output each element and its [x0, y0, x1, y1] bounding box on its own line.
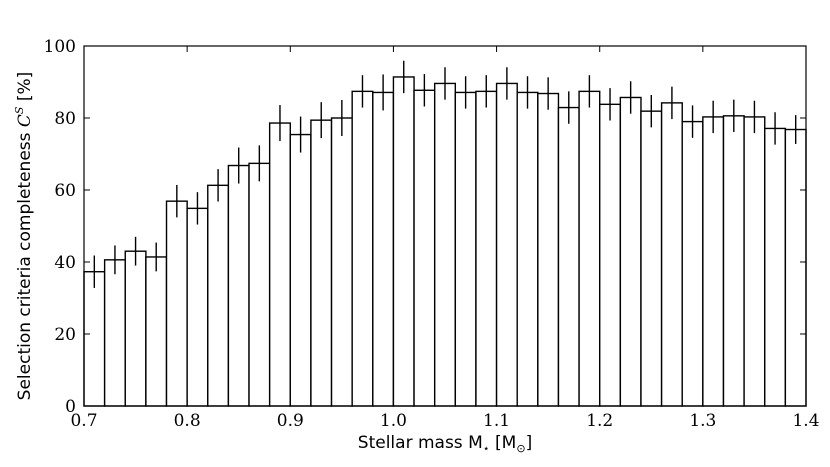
histogram-bar [289, 133, 312, 407]
histogram-bar [764, 127, 787, 407]
x-axis-title-unit-open: [M [490, 433, 517, 453]
histogram-bar [619, 96, 642, 407]
histogram-bar [165, 200, 188, 407]
x-axis-title-unit-close: ] [526, 433, 533, 453]
x-tick-label: 1.1 [483, 411, 510, 431]
y-axis-title: Selection criteria completeness CS [%] [13, 72, 35, 401]
axis-ticks [83, 45, 807, 407]
histogram-bar [475, 90, 498, 407]
y-axis-title-unit: [%] [15, 72, 35, 107]
x-tick-label: 1.0 [380, 411, 407, 431]
x-tick-labels: 0.7 0.8 0.9 1.0 1.1 1.2 1.3 1.4 [70, 411, 819, 431]
histogram-bar [557, 106, 580, 407]
x-axis-title-subscript: ⋆ [483, 442, 490, 455]
histogram-bar [372, 91, 395, 407]
histogram-bars [83, 76, 807, 407]
y-axis-title-symbol: C [15, 114, 35, 127]
histogram-bar [124, 250, 147, 407]
plot-frame [83, 45, 807, 407]
histogram-bar [454, 91, 477, 407]
y-axis-title-superscript: S [13, 106, 26, 114]
histogram-bar [330, 117, 353, 407]
y-tick-labels: 0 20 40 60 80 100 [44, 37, 76, 417]
x-axis-title: Stellar mass M⋆ [M⊙] [358, 433, 532, 455]
histogram-bar [537, 92, 560, 407]
histogram-bar [681, 120, 704, 407]
histogram-bar [83, 271, 106, 407]
x-tick-label: 1.3 [689, 411, 716, 431]
y-tick-label: 80 [54, 109, 76, 129]
x-axis-title-unit-subscript: ⊙ [516, 442, 525, 455]
histogram-bar [433, 82, 457, 407]
histogram-bar [207, 184, 230, 407]
x-tick-label: 0.8 [174, 411, 201, 431]
histogram-bar [599, 103, 622, 407]
y-tick-label: 20 [54, 325, 76, 345]
histogram-bar [413, 89, 436, 407]
histogram-bar [310, 119, 333, 407]
y-tick-label: 0 [65, 397, 76, 417]
histogram-bar [145, 256, 168, 407]
x-tick-label: 1.2 [586, 411, 613, 431]
x-tick-label: 0.7 [70, 411, 97, 431]
histogram-bar [660, 102, 683, 407]
error-bars [93, 60, 797, 288]
histogram-bar [702, 116, 725, 407]
y-tick-label: 100 [44, 37, 76, 57]
histogram-bar [495, 82, 518, 407]
histogram-bar [186, 207, 209, 407]
histogram-bar [248, 162, 271, 407]
histogram-bar [103, 259, 126, 407]
histogram-bar [516, 91, 539, 407]
histogram-bar [722, 115, 745, 407]
histogram-bar [227, 164, 250, 407]
x-tick-label: 1.4 [792, 411, 819, 431]
histogram-bar [392, 76, 415, 407]
histogram-bar [351, 90, 374, 407]
y-tick-label: 60 [54, 181, 76, 201]
histogram-bar [743, 116, 766, 407]
x-tick-label: 0.9 [277, 411, 304, 431]
x-axis-title-main: Stellar mass M [358, 433, 483, 453]
histogram-bar [268, 122, 291, 407]
histogram-bar [784, 128, 807, 407]
histogram-bar [578, 90, 601, 407]
histogram-bar [640, 110, 663, 407]
y-tick-label: 40 [54, 253, 76, 273]
y-axis-title-main: Selection criteria completeness [15, 127, 35, 400]
